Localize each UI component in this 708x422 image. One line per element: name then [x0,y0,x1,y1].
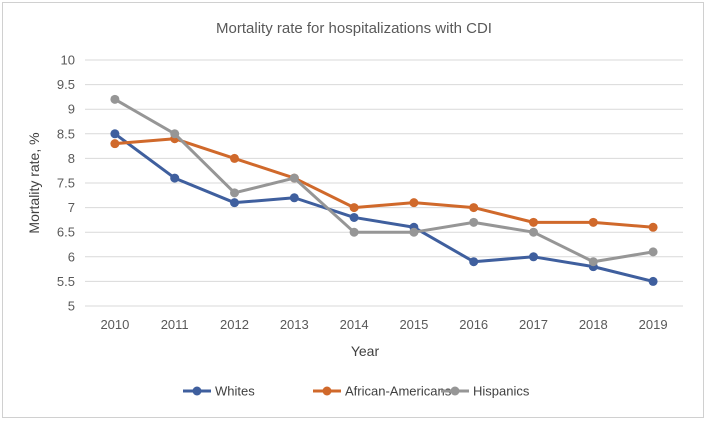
y-tick-label: 5.5 [57,274,75,289]
y-tick-label: 5 [68,299,75,314]
data-point [409,198,419,208]
data-point [588,257,598,267]
data-point [289,193,299,203]
data-point [409,227,419,237]
legend: Whites African-Americans Hispanics [183,384,530,399]
data-point [110,129,120,139]
x-tick-label: 2014 [340,317,369,332]
series-whites [110,129,658,286]
data-point [588,217,598,227]
x-tick-label: 2016 [459,317,488,332]
y-tick-label: 9.5 [57,77,75,92]
data-point [289,173,299,183]
data-point [648,247,658,257]
legend-item: Whites [183,384,255,399]
data-point [230,153,239,163]
legend-item: African-Americans [313,384,452,399]
chart-svg: Mortality rate for hospitalizations with… [26,20,683,399]
data-point [529,252,538,262]
legend-label: Whites [215,384,255,399]
series-african-americans [110,134,658,232]
legend-swatch-marker [192,386,202,396]
x-tick-label: 2010 [100,317,129,332]
data-point [529,217,538,227]
legend-item: Hispanics [441,384,530,399]
data-point [648,222,658,232]
y-tick-label: 9 [68,102,75,117]
chart-title: Mortality rate for hospitalizations with… [216,20,492,37]
x-tick-label: 2012 [220,317,249,332]
data-point [349,203,359,213]
data-point [170,129,180,139]
data-point [469,217,479,227]
data-point [469,257,479,267]
x-tick-label: 2017 [519,317,548,332]
x-tick-label: 2018 [579,317,608,332]
y-tick-label: 8.5 [57,126,75,141]
data-point [349,212,359,222]
chart-frame: Mortality rate for hospitalizations with… [2,2,704,418]
y-axis-ticks: 5 5.5 6 6.5 7 7.5 8 8.5 9 9.5 10 [57,53,75,314]
series-lines [110,94,658,286]
series-line [114,98,654,264]
y-tick-label: 6.5 [57,225,75,240]
series-line [114,137,654,229]
legend-label: African-Americans [345,384,452,399]
x-axis-title: Year [351,343,380,359]
y-tick-label: 6 [68,249,75,264]
x-axis-ticks: 2010 2011 2012 2013 2014 2015 2016 2017 2018 2019 [100,317,667,332]
data-point [349,227,359,237]
x-tick-label: 2011 [161,317,189,332]
data-point [469,203,479,213]
data-point [230,198,239,208]
data-point [170,173,180,183]
legend-label: Hispanics [473,384,530,399]
y-tick-label: 8 [68,151,75,166]
y-tick-label: 10 [61,53,75,68]
data-point [110,94,120,104]
series-line [114,132,654,283]
data-point [529,227,538,237]
legend-swatch-marker [450,386,460,396]
y-tick-label: 7.5 [57,176,75,191]
x-tick-label: 2015 [399,317,428,332]
x-tick-label: 2019 [639,317,668,332]
data-point [230,188,239,198]
data-point [648,276,658,286]
x-tick-label: 2013 [280,317,309,332]
data-point [110,139,120,149]
series-hispanics [110,94,658,267]
y-axis-title: Mortality rate, % [26,132,42,233]
y-tick-label: 7 [68,200,75,215]
legend-swatch-marker [322,386,332,396]
